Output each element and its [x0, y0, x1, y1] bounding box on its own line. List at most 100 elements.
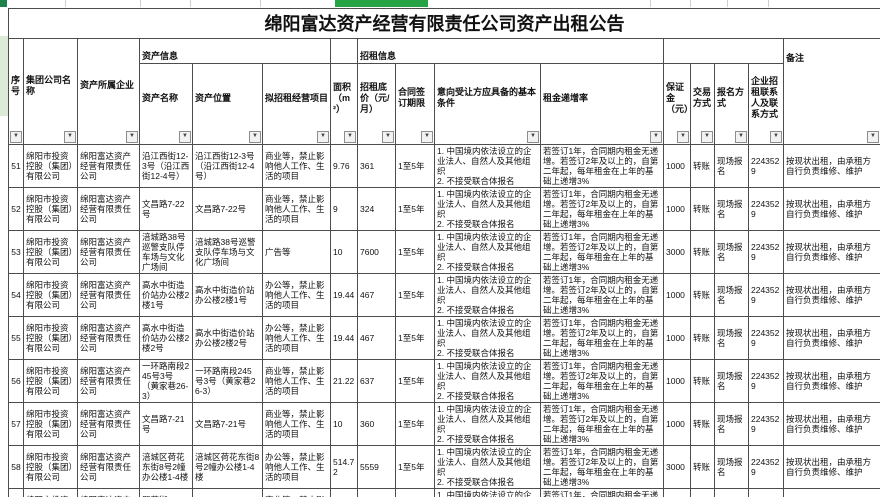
cell-group-company[interactable]: 绵阳市投资控股（集团）有限公司	[23, 316, 78, 360]
cell-area[interactable]: 9	[330, 187, 358, 231]
cell-remark[interactable]: 按现状出租，由承租方自行负责维修、维护	[783, 230, 880, 274]
cell-asset-location[interactable]: 沿江西街12-3号（沿江西街12-4号）	[192, 144, 263, 188]
cell-asset-name[interactable]: 文昌路7-22号	[139, 187, 193, 231]
cell-base-price[interactable]: 5559	[357, 445, 396, 489]
cell-base-price[interactable]: 360	[357, 402, 396, 446]
filter-dropdown-icon[interactable]: ▼	[650, 131, 662, 143]
cell-index[interactable]: 51	[8, 144, 24, 188]
cell-conditions[interactable]: 1. 中国境内依法设立的企业法人、自然人及其他组织 2. 不接受联合体报名	[434, 273, 541, 317]
filter-dropdown-icon[interactable]: ▼	[64, 131, 76, 143]
cell-group-company[interactable]: 绵阳市投资控股（集团）有限公司	[23, 402, 78, 446]
cell-deposit[interactable]: 1000	[663, 402, 691, 446]
filter-dropdown-icon[interactable]: ▼	[126, 131, 138, 143]
cell-conditions[interactable]: 1. 中国境内依法设立的企业法人、自然人及其他组织 2. 不接受联合体报名	[434, 359, 541, 403]
cell-contact[interactable]: 2243529	[748, 488, 784, 497]
cell-index[interactable]: 58	[8, 445, 24, 489]
cell-remark[interactable]: 按现状出租，由承租方自行负责维修、维护	[783, 488, 880, 497]
cell-conditions[interactable]: 1. 中国境内依法设立的企业法人、自然人及其他组织 2. 不接受联合体报名	[434, 488, 541, 497]
cell-contract-term[interactable]: 1至5年	[395, 273, 435, 317]
cell-contact[interactable]: 2243529	[748, 144, 784, 188]
cell-remark[interactable]: 按现状出租，由承租方自行负责维修、维护	[783, 402, 880, 446]
filter-dropdown-icon[interactable]: ▼	[249, 131, 261, 143]
cell-contact[interactable]: 2243529	[748, 273, 784, 317]
cell-deposit[interactable]: 1000	[663, 359, 691, 403]
cell-deposit[interactable]: 3000	[663, 230, 691, 274]
cell-rent-increase[interactable]: 若签订1年，合同期内租金无递增。若签订2年及以上的，自第二年起，每年租金在上年的…	[540, 359, 664, 403]
cell-base-price[interactable]: 7600	[357, 230, 396, 274]
cell-project[interactable]: 办公等，禁止影响他人工作、生活的项目	[262, 273, 331, 317]
cell-contract-term[interactable]: 1至5年	[395, 144, 435, 188]
cell-base-price[interactable]: 361	[357, 144, 396, 188]
cell-asset-location[interactable]: 翠花街1-15号（警钟街35-4）	[192, 488, 263, 497]
cell-signup-method[interactable]: 现场报名	[714, 230, 749, 274]
cell-conditions[interactable]: 1. 中国境内依法设立的企业法人、自然人及其他组织 2. 不接受联合体报名	[434, 144, 541, 188]
cell-project[interactable]: 广告等	[262, 230, 331, 274]
cell-index[interactable]: 59	[8, 488, 24, 497]
cell-owner-enterprise[interactable]: 绵阳富达资产经营有限责任公司	[77, 402, 140, 446]
cell-trade-method[interactable]: 转账	[690, 230, 715, 274]
cell-owner-enterprise[interactable]: 绵阳富达资产经营有限责任公司	[77, 187, 140, 231]
cell-rent-increase[interactable]: 若签订1年，合同期内租金无递增。若签订2年及以上的，自第二年起，每年租金在上年的…	[540, 488, 664, 497]
cell-contact[interactable]: 2243529	[748, 187, 784, 231]
cell-trade-method[interactable]: 转账	[690, 359, 715, 403]
cell-asset-location[interactable]: 一环路南段245号3号（黄家巷26-3）	[192, 359, 263, 403]
cell-trade-method[interactable]: 转账	[690, 144, 715, 188]
cell-owner-enterprise[interactable]: 绵阳富达资产经营有限责任公司	[77, 230, 140, 274]
filter-dropdown-icon[interactable]: ▼	[179, 131, 191, 143]
cell-group-company[interactable]: 绵阳市投资控股（集团）有限公司	[23, 445, 78, 489]
cell-contract-term[interactable]: 1至5年	[395, 359, 435, 403]
cell-contract-term[interactable]: 1至5年	[395, 402, 435, 446]
cell-conditions[interactable]: 1. 中国境内依法设立的企业法人、自然人及其他组织 2. 不接受联合体报名	[434, 230, 541, 274]
filter-dropdown-icon[interactable]: ▼	[735, 131, 747, 143]
cell-asset-name[interactable]: 涪城区荷花东街8号2幢办公楼1-4楼	[139, 445, 193, 489]
cell-contract-term[interactable]: 1至5年	[395, 230, 435, 274]
cell-signup-method[interactable]: 现场报名	[714, 445, 749, 489]
cell-remark[interactable]: 按现状出租，由承租方自行负责维修、维护	[783, 273, 880, 317]
filter-dropdown-icon[interactable]: ▼	[770, 131, 782, 143]
cell-conditions[interactable]: 1. 中国境内依法设立的企业法人、自然人及其他组织 2. 不接受联合体报名	[434, 445, 541, 489]
cell-area[interactable]: 21.22	[330, 359, 358, 403]
cell-area[interactable]: 19.44	[330, 273, 358, 317]
cell-trade-method[interactable]: 转账	[690, 187, 715, 231]
cell-area[interactable]: 10	[330, 402, 358, 446]
cell-project[interactable]: 办公等，禁止影响他人工作、生活的项目	[262, 316, 331, 360]
cell-signup-method[interactable]: 现场报名	[714, 187, 749, 231]
cell-contract-term[interactable]: 1至5年	[395, 488, 435, 497]
cell-owner-enterprise[interactable]: 绵阳富达资产经营有限责任公司	[77, 445, 140, 489]
cell-signup-method[interactable]: 现场报名	[714, 488, 749, 497]
cell-owner-enterprise[interactable]: 绵阳富达资产经营有限责任公司	[77, 273, 140, 317]
cell-owner-enterprise[interactable]: 绵阳富达资产经营有限责任公司	[77, 488, 140, 497]
cell-base-price[interactable]: 637	[357, 359, 396, 403]
cell-signup-method[interactable]: 现场报名	[714, 144, 749, 188]
cell-group-company[interactable]: 绵阳市投资控股（集团）有限公司	[23, 187, 78, 231]
cell-asset-name[interactable]: 一环路南段245号3号（黄家巷26-3）	[139, 359, 193, 403]
cell-index[interactable]: 53	[8, 230, 24, 274]
cell-asset-location[interactable]: 文昌路7-21号	[192, 402, 263, 446]
cell-contact[interactable]: 2243529	[748, 316, 784, 360]
cell-owner-enterprise[interactable]: 绵阳富达资产经营有限责任公司	[77, 359, 140, 403]
cell-asset-name[interactable]: 文昌路7-21号	[139, 402, 193, 446]
cell-group-company[interactable]: 绵阳市投资控股（集团）有限公司	[23, 144, 78, 188]
cell-project[interactable]: 商业等，禁止影响他人工作、生活的项目	[262, 488, 331, 497]
cell-deposit[interactable]: 1000	[663, 144, 691, 188]
cell-remark[interactable]: 按现状出租，由承租方自行负责维修、维护	[783, 187, 880, 231]
cell-group-company[interactable]: 绵阳市投资控股（集团）有限公司	[23, 488, 78, 497]
cell-area[interactable]: 19.44	[330, 316, 358, 360]
cell-contract-term[interactable]: 1至5年	[395, 187, 435, 231]
cell-asset-location[interactable]: 高水中街造价站办公楼2楼1号	[192, 273, 263, 317]
filter-dropdown-icon[interactable]: ▼	[701, 131, 713, 143]
cell-rent-increase[interactable]: 若签订1年，合同期内租金无递增。若签订2年及以上的，自第二年起，每年租金在上年的…	[540, 445, 664, 489]
cell-asset-location[interactable]: 高水中街造价站办公楼2楼2号	[192, 316, 263, 360]
filter-dropdown-icon[interactable]: ▼	[10, 131, 22, 143]
cell-index[interactable]: 56	[8, 359, 24, 403]
cell-base-price[interactable]: 467	[357, 316, 396, 360]
cell-contract-term[interactable]: 1至5年	[395, 316, 435, 360]
cell-project[interactable]: 商业等，禁止影响他人工作、生活的项目	[262, 359, 331, 403]
cell-remark[interactable]: 按现状出租，由承租方自行负责维修、维护	[783, 316, 880, 360]
cell-contact[interactable]: 2243529	[748, 230, 784, 274]
cell-signup-method[interactable]: 现场报名	[714, 359, 749, 403]
cell-asset-location[interactable]: 涪城区荷花东街8号2幢办公楼1-4楼	[192, 445, 263, 489]
cell-asset-name[interactable]: 高水中街造价站办公楼2楼2号	[139, 316, 193, 360]
cell-trade-method[interactable]: 转账	[690, 316, 715, 360]
cell-area[interactable]: 514.72	[330, 445, 358, 489]
